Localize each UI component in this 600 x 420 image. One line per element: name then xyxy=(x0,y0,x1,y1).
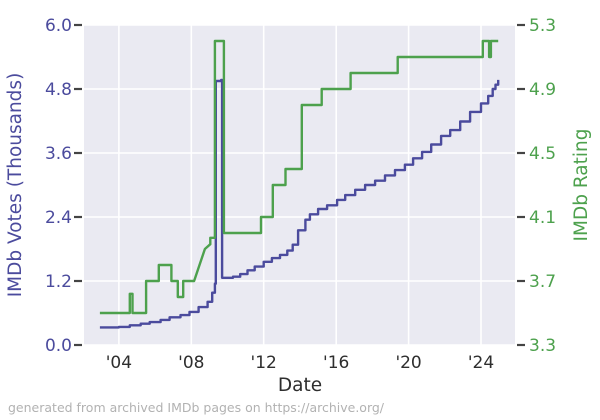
y-tick-label-right: 3.3 xyxy=(529,336,556,356)
y-tick-label-left: 1.2 xyxy=(45,272,72,292)
y-tick-label-left: 4.8 xyxy=(45,80,72,100)
y-axis-label-left: IMDb Votes (Thousands) xyxy=(5,73,26,298)
y-tick-label-left: 0.0 xyxy=(45,336,72,356)
y-tick-label-right: 4.9 xyxy=(529,80,556,100)
x-tick-label: '12 xyxy=(251,353,277,373)
y-tick-label-left: 6.0 xyxy=(45,16,72,36)
plot-area: 0.0 1.2 2.4 3.6 4.8 6.0 3.3 3.7 4.1 4.5 4.9 5.3 '04 '… xyxy=(45,16,556,373)
series-line-votes xyxy=(99,78,500,329)
footer-note: generated from archived IMDb pages on ht… xyxy=(8,400,385,415)
y-tick-label-right: 4.5 xyxy=(529,144,556,164)
plot-background xyxy=(84,25,515,345)
x-tick-label: '24 xyxy=(468,353,494,373)
y-tick-label-right: 5.3 xyxy=(529,16,556,36)
x-tick-label: '16 xyxy=(323,353,349,373)
y-tick-label-right: 4.1 xyxy=(529,208,556,228)
x-tick-label: '08 xyxy=(178,353,204,373)
y-axis-label-right: IMDb Rating xyxy=(571,129,592,242)
x-tick-label: '20 xyxy=(395,353,421,373)
x-axis-label: Date xyxy=(278,375,322,396)
x-tick-label: '04 xyxy=(106,353,132,373)
y-tick-label-left: 3.6 xyxy=(45,144,72,164)
series-line-rating xyxy=(99,39,499,315)
y-tick-label-right: 3.7 xyxy=(529,272,556,292)
y-tick-label-left: 2.4 xyxy=(45,208,72,228)
